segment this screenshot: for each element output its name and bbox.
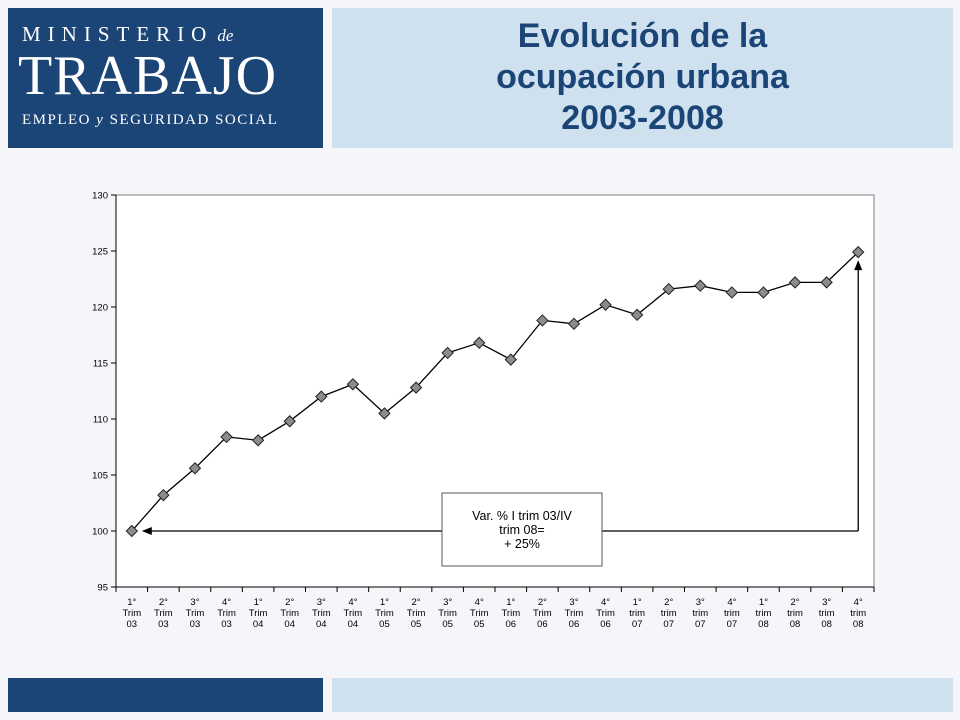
- data-point: [599, 298, 612, 311]
- x-tick-label: 4° Trim 05: [470, 597, 489, 630]
- x-tick-label: 1° Trim 03: [122, 597, 141, 630]
- x-tick-label: 3° Trim 05: [438, 597, 457, 630]
- y-tick-label: 130: [92, 191, 108, 202]
- x-tick-label: 2° trim 08: [787, 597, 803, 630]
- x-tick-label: 2° trim 07: [661, 597, 677, 630]
- data-point: [188, 462, 202, 475]
- x-tick-label: 4° trim 07: [724, 597, 740, 630]
- y-tick-label: 120: [92, 303, 108, 314]
- data-point: [251, 434, 265, 447]
- x-tick-label: 4° Trim 03: [217, 597, 236, 630]
- title-line-3: 2003-2008: [561, 99, 724, 137]
- logo-empleo-text: EMPLEO y SEGURIDAD SOCIAL: [22, 112, 279, 128]
- x-tick-label: 1° trim 08: [756, 597, 772, 630]
- x-tick-label: 2° Trim 04: [280, 597, 299, 630]
- data-point: [473, 336, 486, 350]
- x-tick-label: 2° Trim 06: [533, 597, 552, 630]
- page-title: Evolución de la ocupación urbana 2003-20…: [332, 16, 953, 139]
- data-point: [820, 276, 833, 289]
- data-point: [409, 381, 423, 394]
- x-tick-label: 1° trim 07: [629, 597, 645, 630]
- data-point: [504, 353, 517, 366]
- logo-ministerio-text: MINISTERIO de: [22, 22, 234, 46]
- x-tick-label: 1° Trim 05: [375, 597, 394, 630]
- x-tick-label: 1° Trim 04: [249, 597, 268, 630]
- data-point: [220, 430, 233, 444]
- x-tick-label: 4° trim 08: [850, 597, 866, 630]
- data-point: [757, 286, 770, 299]
- data-point: [125, 524, 138, 538]
- x-tick-label: 3° Trim 03: [186, 597, 205, 630]
- y-tick-label: 110: [93, 415, 108, 426]
- data-point: [630, 308, 644, 322]
- data-point: [662, 282, 675, 296]
- annotation-arrowhead-left: [141, 527, 152, 535]
- annotation-box: [441, 492, 603, 567]
- title-line-2: ocupación urbana: [496, 58, 789, 96]
- x-tick-label: 2° Trim 05: [407, 597, 426, 630]
- data-point: [283, 415, 296, 428]
- x-tick-label: 3° trim 08: [819, 597, 835, 630]
- y-tick-label: 125: [92, 247, 108, 258]
- x-tick-label: 2° Trim 03: [154, 597, 173, 630]
- x-tick-label: 3° trim 07: [692, 597, 708, 630]
- data-point: [536, 314, 549, 327]
- x-tick-label: 3° Trim 04: [312, 597, 331, 630]
- data-point: [788, 276, 802, 289]
- data-point: [346, 378, 360, 391]
- data-point: [567, 317, 581, 331]
- data-point: [725, 286, 739, 299]
- annotation-arrowhead-up: [854, 260, 863, 271]
- title-line-1: Evolución de la: [517, 17, 768, 55]
- y-tick-label: 105: [92, 471, 108, 482]
- data-point: [378, 407, 391, 420]
- y-tick-label: 115: [93, 359, 108, 370]
- title-panel: Evolución de la ocupación urbana 2003-20…: [332, 8, 953, 148]
- x-tick-label: 4° Trim 04: [344, 597, 363, 630]
- y-tick-label: 100: [92, 527, 108, 538]
- footer-bar-right: [332, 678, 953, 712]
- x-tick-label: 4° Trim 06: [596, 597, 615, 630]
- data-point: [441, 346, 454, 360]
- y-tick-label: 95: [97, 583, 108, 594]
- ministry-logo: MINISTERIO de TRABAJO EMPLEO y SEGURIDAD …: [8, 8, 323, 148]
- logo-trabajo-text: TRABAJO: [18, 45, 278, 107]
- footer-bar-left: [8, 678, 323, 712]
- data-point: [157, 488, 170, 502]
- x-tick-label: 1° Trim 06: [501, 597, 520, 630]
- x-tick-label: 3° Trim 06: [565, 597, 584, 630]
- data-point: [694, 279, 707, 292]
- annotation-text: Var. % I trim 03/IV trim 08= + 25%: [472, 509, 572, 551]
- data-point: [852, 245, 865, 259]
- data-point: [315, 390, 328, 403]
